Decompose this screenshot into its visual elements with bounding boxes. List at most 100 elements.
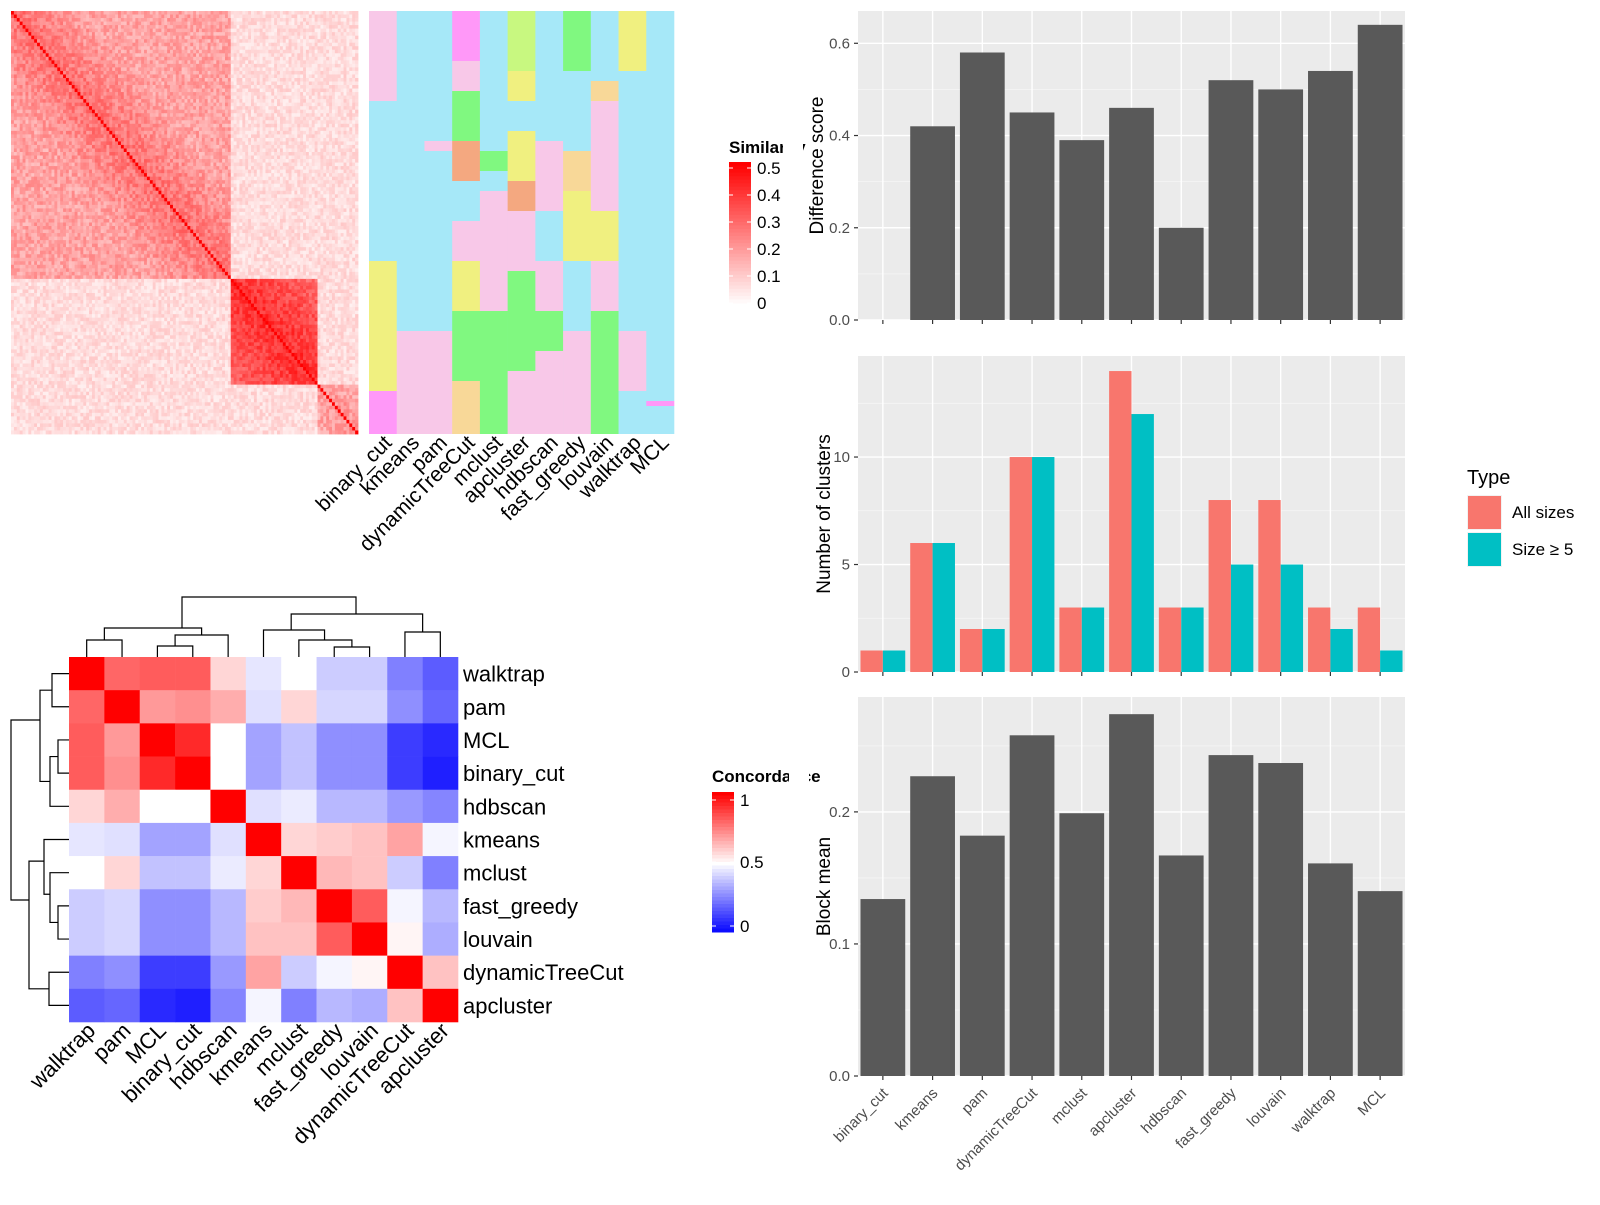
similarity-cell xyxy=(355,49,359,54)
similarity-cell xyxy=(340,32,344,37)
similarity-cell xyxy=(184,127,188,132)
similarity-cell xyxy=(129,148,133,153)
similarity-cell xyxy=(251,32,255,37)
similarity-cell xyxy=(167,25,171,30)
similarity-cell xyxy=(323,88,327,93)
similarity-cell xyxy=(317,49,321,54)
similarity-cell xyxy=(138,70,142,75)
similarity-cell xyxy=(198,116,203,121)
similarity-cell xyxy=(109,148,113,153)
similarity-cell xyxy=(100,130,104,135)
similarity-cell xyxy=(300,88,304,93)
similarity-cell xyxy=(34,116,38,121)
similarity-cell xyxy=(170,53,174,58)
similarity-cell xyxy=(265,123,269,128)
similarity-cell xyxy=(172,39,177,44)
similarity-cell xyxy=(109,39,113,44)
similarity-cell xyxy=(300,99,304,104)
similarity-cell xyxy=(207,144,211,149)
similarity-cell xyxy=(323,99,327,104)
similarity-cell xyxy=(230,152,235,156)
similarity-cell xyxy=(268,127,272,132)
similarity-cell xyxy=(277,85,281,89)
similarity-cell xyxy=(187,14,191,19)
similarity-cell xyxy=(77,70,81,75)
similarity-cell xyxy=(149,92,154,96)
similarity-cell xyxy=(37,11,41,15)
similarity-cell xyxy=(245,39,249,44)
similarity-cell xyxy=(164,127,168,132)
similarity-cell xyxy=(331,35,336,40)
similarity-cell xyxy=(331,25,336,30)
similarity-cell xyxy=(303,109,307,114)
similarity-cell xyxy=(248,21,252,26)
similarity-cell xyxy=(297,106,301,111)
similarity-cell xyxy=(239,109,243,114)
similarity-cell xyxy=(138,35,142,40)
similarity-cell xyxy=(190,77,194,82)
similarity-cell xyxy=(248,116,252,121)
similarity-cell xyxy=(74,14,78,19)
similarity-cell xyxy=(242,18,246,22)
similarity-cell xyxy=(233,63,237,68)
similarity-cell xyxy=(89,70,93,75)
similarity-cell xyxy=(256,53,261,58)
similarity-cell xyxy=(352,28,356,33)
similarity-cell xyxy=(323,25,327,30)
similarity-cell xyxy=(265,49,269,54)
similarity-cell xyxy=(227,70,232,75)
similarity-cell xyxy=(337,60,342,65)
similarity-cell xyxy=(305,81,310,86)
similarity-cell xyxy=(170,25,174,30)
similarity-cell xyxy=(141,109,145,114)
similarity-cell xyxy=(288,134,292,139)
similarity-cell xyxy=(201,11,206,15)
similarity-cell xyxy=(167,77,171,82)
similarity-cell xyxy=(349,25,353,30)
similarity-cell xyxy=(80,53,84,58)
similarity-cell xyxy=(149,155,154,160)
similarity-cell xyxy=(141,32,145,37)
similarity-cell xyxy=(305,74,310,79)
similarity-cell xyxy=(291,95,295,100)
similarity-cell xyxy=(22,28,26,33)
similarity-cell xyxy=(71,18,76,22)
similarity-cell xyxy=(253,88,258,93)
similarity-cell xyxy=(216,49,220,54)
similarity-cell xyxy=(13,109,18,114)
similarity-cell xyxy=(311,81,316,86)
similarity-cell xyxy=(236,67,240,72)
similarity-cell xyxy=(19,81,23,86)
similarity-cell xyxy=(71,42,76,47)
similarity-cell xyxy=(138,85,142,89)
similarity-cell xyxy=(164,25,168,30)
similarity-cell xyxy=(175,14,180,19)
similarity-cell xyxy=(175,53,180,58)
similarity-cell xyxy=(259,60,263,65)
similarity-cell xyxy=(198,14,203,19)
similarity-cell xyxy=(213,77,217,82)
similarity-cell xyxy=(196,11,200,15)
similarity-cell xyxy=(74,152,78,156)
similarity-cell xyxy=(196,109,200,114)
similarity-cell xyxy=(51,113,55,118)
similarity-cell xyxy=(13,53,18,58)
similarity-cell xyxy=(187,116,191,121)
similarity-cell xyxy=(158,60,162,65)
similarity-cell xyxy=(129,21,133,26)
similarity-cell xyxy=(320,74,324,79)
similarity-cell xyxy=(279,152,284,156)
similarity-cell xyxy=(112,53,116,58)
similarity-cell xyxy=(152,53,156,58)
similarity-cell xyxy=(42,11,47,15)
similarity-cell xyxy=(11,102,15,107)
similarity-cell xyxy=(201,70,206,75)
similarity-cell xyxy=(308,106,313,111)
similarity-cell xyxy=(303,39,307,44)
similarity-cell xyxy=(340,35,344,40)
similarity-cell xyxy=(222,77,226,82)
similarity-cell xyxy=(274,113,278,118)
similarity-cell xyxy=(198,99,203,104)
similarity-cell xyxy=(219,152,223,156)
similarity-cell xyxy=(334,56,339,61)
